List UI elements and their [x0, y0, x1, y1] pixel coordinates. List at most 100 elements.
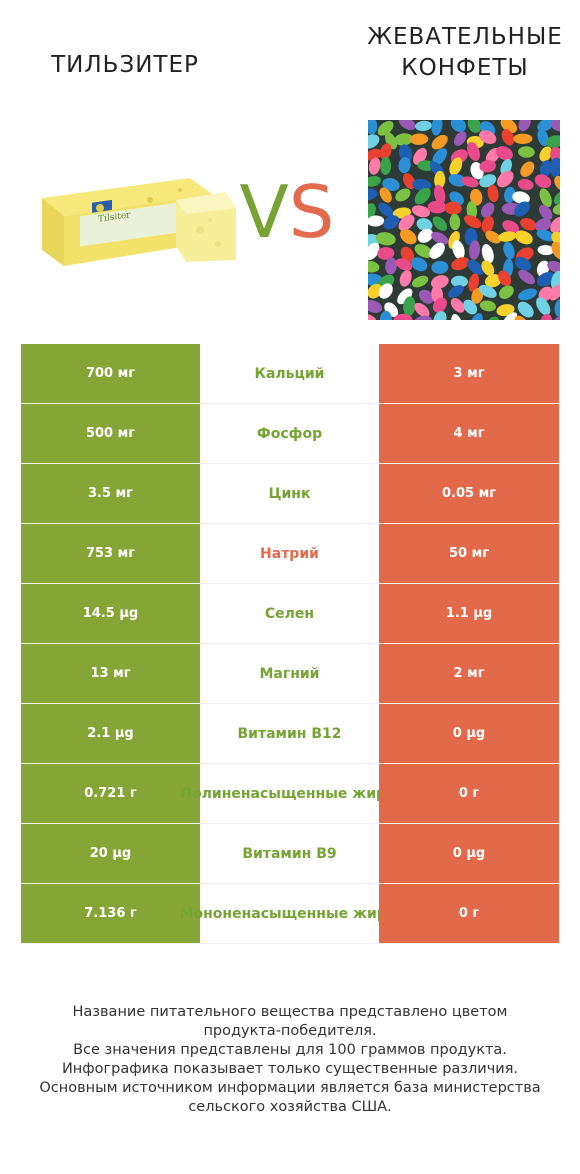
jelly-bean-shape	[549, 157, 560, 177]
nutrient-name-cell: Фосфор	[200, 404, 379, 463]
jelly-beans-image	[368, 120, 560, 320]
jelly-bean-shape	[550, 216, 560, 234]
table-row: 7.136 г Мононенасыщенные жиры 0 г	[21, 884, 559, 944]
jelly-bean-shape	[554, 299, 560, 318]
jelly-bean-shape	[383, 215, 400, 230]
jelly-bean-shape	[451, 314, 463, 320]
jelly-bean-shape	[467, 120, 482, 133]
jelly-bean-shape	[395, 258, 413, 271]
jelly-bean-shape	[499, 285, 514, 299]
left-value-cell: 20 µg	[21, 824, 200, 883]
right-value-cell: 1.1 µg	[379, 584, 559, 643]
jelly-bean-shape	[448, 173, 467, 187]
jelly-bean-shape	[500, 120, 518, 134]
jelly-bean-shape	[368, 260, 380, 273]
footer-line-1: Название питательного вещества представл…	[72, 1004, 508, 1020]
jelly-bean-shape	[540, 160, 552, 178]
jelly-bean-shape	[368, 242, 380, 261]
jelly-bean-shape	[379, 187, 392, 203]
right-product-title: ЖЕВАТЕЛЬНЫЕ КОНФЕТЫ	[350, 22, 580, 84]
jelly-bean-shape	[432, 148, 448, 166]
jelly-bean-shape	[467, 259, 484, 275]
jelly-bean-shape	[537, 245, 554, 256]
jelly-bean-shape	[414, 244, 433, 258]
jelly-bean-shape	[398, 157, 411, 174]
vs-s-letter: S	[288, 170, 335, 254]
jelly-bean-shape	[481, 260, 495, 276]
row-divider	[21, 583, 559, 584]
jelly-bean-shape	[518, 120, 531, 132]
jelly-bean-shape	[498, 231, 517, 242]
jelly-bean-shape	[518, 146, 535, 158]
jelly-bean-shape	[504, 186, 516, 203]
jelly-bean-shape	[449, 157, 463, 176]
jelly-bean-shape	[418, 289, 434, 304]
right-value-cell: 0 µg	[379, 824, 559, 883]
nutrient-name-cell: Мононенасыщенные жиры	[180, 884, 399, 943]
nutrient-name-cell: Витамин B12	[200, 704, 379, 763]
jelly-bean-shape	[430, 275, 449, 289]
jelly-bean-shape	[553, 189, 560, 205]
jelly-bean-shape	[411, 205, 430, 218]
row-divider	[21, 703, 559, 704]
jelly-bean-shape	[517, 301, 534, 318]
jelly-bean-shape	[411, 275, 429, 288]
jelly-bean-shape	[397, 288, 413, 305]
table-row: 13 мг Магний 2 мг	[21, 644, 559, 704]
nutrient-comparison-table: 700 мг Кальций 3 мг 500 мг Фосфор 4 мг 3.5 мг Ц…	[21, 344, 559, 944]
jelly-bean-shape	[550, 120, 560, 132]
jelly-bean-shape	[518, 269, 536, 285]
jelly-bean-shape	[547, 260, 560, 273]
jelly-bean-shape	[398, 144, 413, 163]
jelly-bean-shape	[398, 120, 416, 130]
jelly-bean-shape	[479, 160, 496, 173]
jelly-bean-shape	[514, 256, 532, 271]
left-value-cell: 753 мг	[21, 524, 200, 583]
right-value-cell: 0.05 мг	[379, 464, 559, 523]
jelly-bean-shape	[453, 131, 467, 146]
jelly-bean-shape	[378, 202, 394, 217]
row-divider	[21, 943, 559, 944]
jelly-bean-shape	[501, 129, 515, 146]
nutrient-name-cell: Селен	[200, 584, 379, 643]
jelly-bean-shape	[452, 240, 465, 260]
jelly-bean-shape	[450, 120, 466, 133]
jelly-bean-shape	[546, 135, 560, 148]
right-value-cell: 4 мг	[379, 404, 559, 463]
jelly-bean-shape	[385, 257, 397, 275]
jelly-bean-shape	[539, 146, 552, 162]
jelly-bean-shape	[549, 284, 560, 301]
jelly-bean-shape	[512, 191, 530, 205]
jelly-bean-shape	[434, 185, 446, 204]
jelly-bean-shape	[554, 175, 560, 191]
jelly-bean-shape	[429, 242, 445, 259]
jelly-bean-shape	[515, 230, 533, 245]
jelly-bean-shape	[536, 297, 551, 316]
jelly-bean-shape	[409, 133, 429, 145]
nutrient-name-cell: Витамин B9	[200, 824, 379, 883]
jelly-bean-shape	[414, 187, 431, 205]
right-value-cell: 3 мг	[379, 344, 559, 403]
jelly-bean-shape	[470, 188, 483, 206]
jelly-bean-shape	[368, 313, 377, 320]
jelly-bean-shape	[551, 241, 560, 260]
jelly-bean-shape	[520, 161, 535, 177]
nutrient-name-cell: Магний	[200, 644, 379, 703]
left-value-cell: 14.5 µg	[21, 584, 200, 643]
jelly-bean-shape	[553, 315, 560, 320]
jelly-bean-shape	[481, 216, 494, 233]
cheese-package-label: Tilsiter	[98, 210, 131, 225]
left-value-cell: 2.1 µg	[21, 704, 200, 763]
jelly-bean-shape	[534, 174, 552, 189]
table-row: 753 мг Натрий 50 мг	[21, 524, 559, 584]
jelly-bean-shape	[485, 230, 501, 244]
left-value-cell: 500 мг	[21, 404, 200, 463]
jelly-bean-shape	[414, 302, 430, 318]
jelly-bean-shape	[536, 229, 556, 242]
jelly-bean-shape	[431, 134, 448, 150]
jelly-bean-shape	[537, 128, 549, 147]
table-row: 14.5 µg Селен 1.1 µg	[21, 584, 559, 644]
row-divider	[21, 823, 559, 824]
left-product-title: ТИЛЬЗИТЕР	[51, 52, 199, 78]
footer-line-4: Инфографика показывает только существенн…	[61, 1061, 519, 1077]
